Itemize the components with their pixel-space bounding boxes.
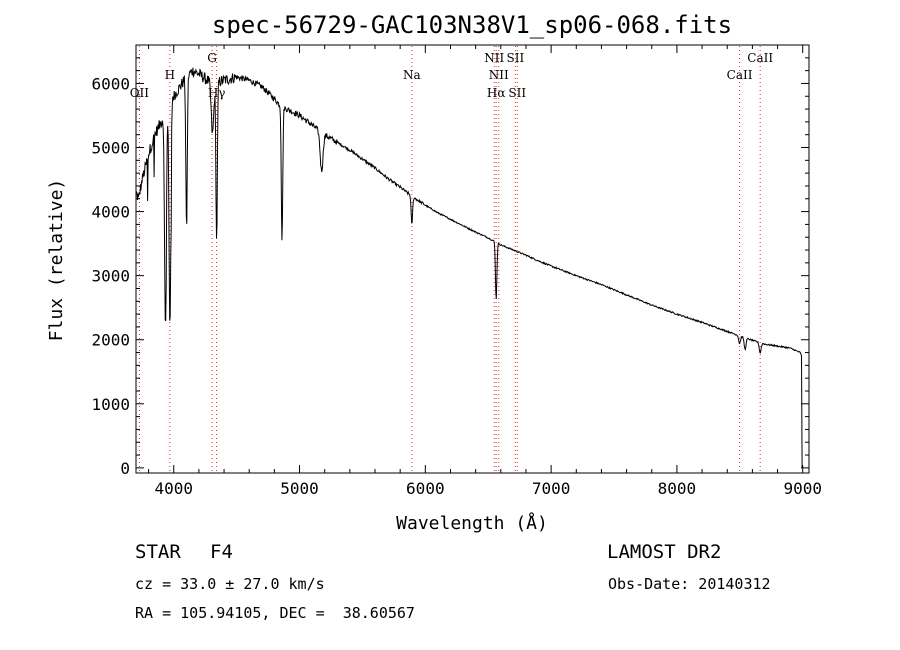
line-label-h: H	[165, 68, 175, 82]
y-tick-label: 4000	[91, 203, 130, 222]
axis-ticks: 4000 5000 6000 7000 8000 9000 0 1000 2000 3000 400…	[91, 45, 822, 498]
y-tick-label: 1000	[91, 395, 130, 414]
object-subclass: F4	[210, 541, 233, 563]
line-label-na: Na	[403, 68, 421, 82]
redshift-text: cz = 33.0 ± 27.0 km/s	[135, 575, 325, 593]
coordinates-text: RA = 105.94105, DEC = 38.60567	[135, 604, 415, 622]
line-label-nii: NII	[489, 68, 509, 82]
line-label-sii: SII	[508, 86, 526, 100]
y-tick-label: 2000	[91, 331, 130, 350]
line-label-caii: CaII	[747, 51, 773, 65]
x-tick-label: 8000	[658, 479, 697, 498]
line-label-nii: NII	[484, 51, 504, 65]
line-label-g: G	[207, 51, 217, 65]
y-axis-label: Flux (relative)	[46, 179, 67, 342]
survey-name: LAMOST DR2	[607, 541, 722, 563]
plot-frame	[135, 44, 810, 474]
x-tick-label: 4000	[154, 479, 193, 498]
chart-title: spec-56729-GAC103N38V1_sp06-068.fits	[212, 11, 732, 39]
y-tick-label: 6000	[91, 74, 130, 93]
line-label-sii: SII	[507, 51, 525, 65]
y-tick-label: 0	[120, 459, 130, 478]
obs-date: Obs-Date: 20140312	[608, 575, 771, 593]
x-tick-label: 6000	[406, 479, 445, 498]
x-axis-label: Wavelength (Å)	[396, 512, 548, 534]
line-label-caii: CaII	[727, 68, 753, 82]
y-tick-label: 3000	[91, 267, 130, 286]
line-label-oii: OII	[130, 86, 150, 100]
x-tick-label: 5000	[280, 479, 319, 498]
object-class: STAR	[135, 541, 181, 563]
y-tick-label: 5000	[91, 139, 130, 158]
line-markers	[138, 46, 761, 472]
x-tick-label: 9000	[783, 479, 822, 498]
x-tick-label: 7000	[532, 479, 571, 498]
line-label-hα: Hα	[487, 86, 506, 100]
line-label-hγ: Hγ	[208, 86, 226, 100]
spectrum-line	[135, 67, 803, 468]
